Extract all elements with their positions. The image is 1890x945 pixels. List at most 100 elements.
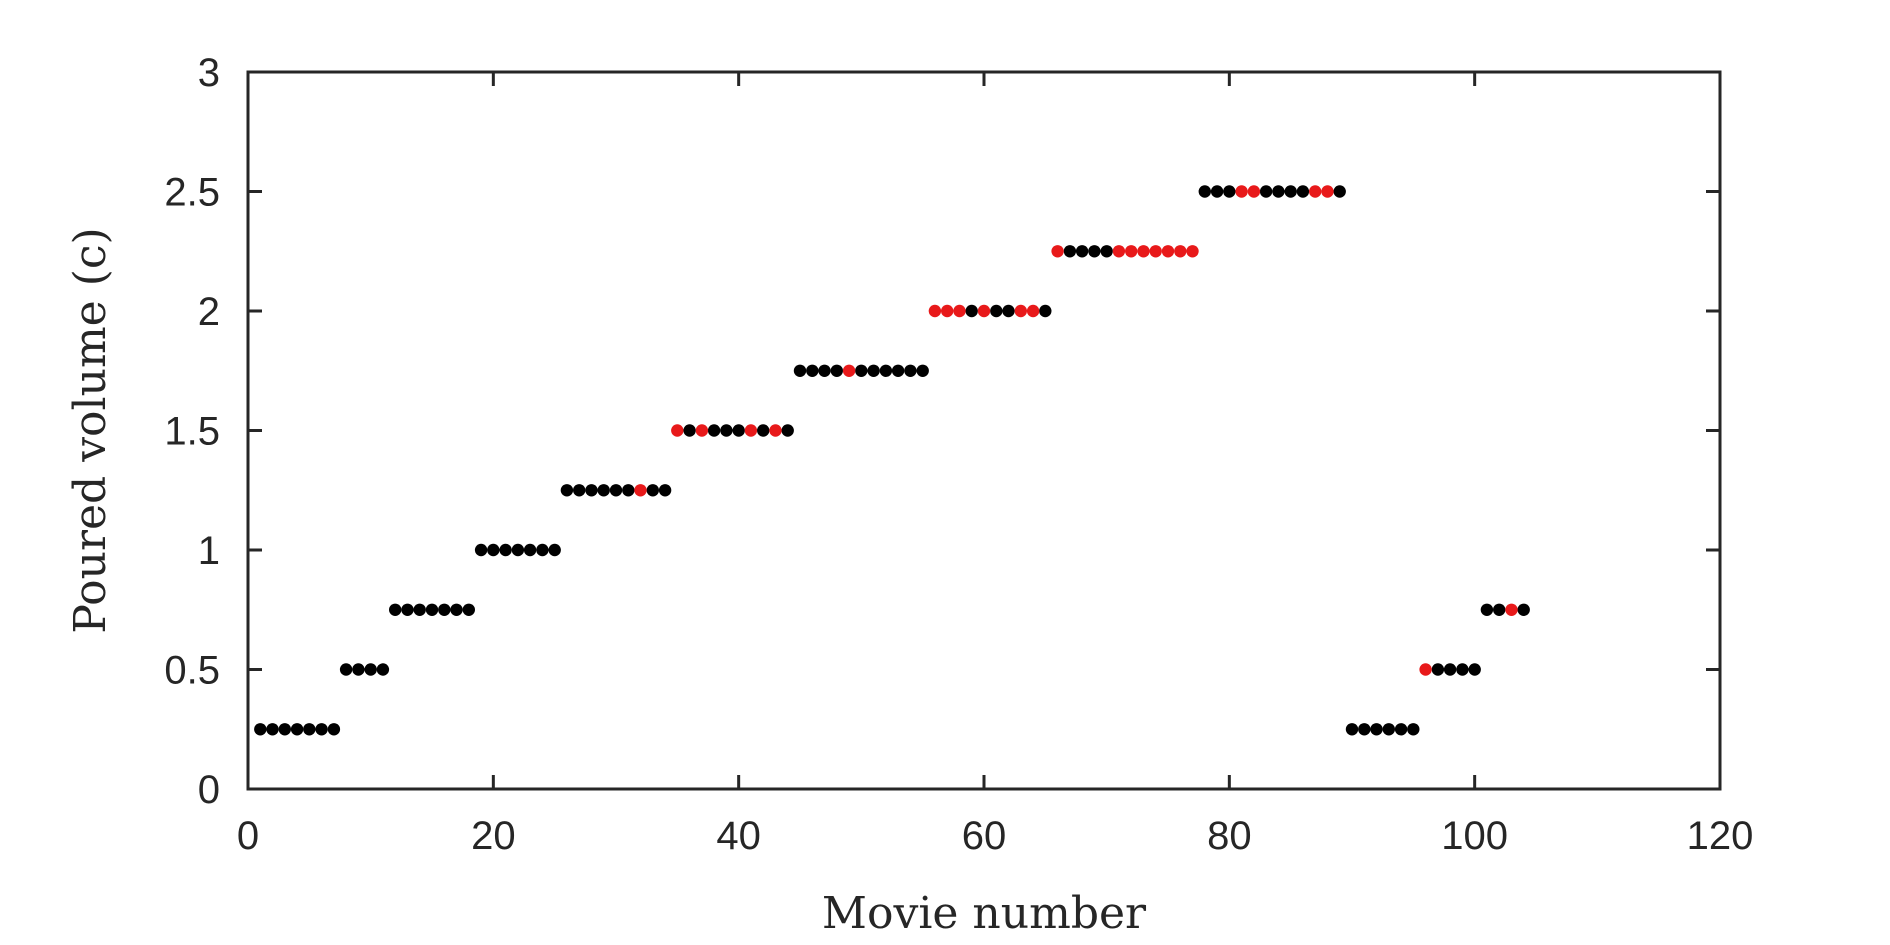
data-point — [536, 543, 549, 557]
data-point — [1112, 245, 1126, 258]
data-point — [707, 424, 721, 437]
data-point — [511, 543, 525, 557]
data-point — [352, 663, 365, 676]
data-point — [953, 304, 966, 318]
data-point — [806, 364, 819, 377]
data-point — [1100, 245, 1113, 258]
data-point — [855, 364, 868, 377]
data-point — [1174, 245, 1187, 258]
data-point — [1382, 723, 1396, 736]
data-point — [401, 603, 414, 616]
x-tick-label: 60 — [962, 814, 1007, 858]
data-point — [1321, 185, 1334, 198]
data-point — [818, 364, 831, 377]
plot-frame — [246, 70, 1722, 791]
data-point — [1345, 723, 1359, 736]
data-point — [327, 723, 341, 736]
data-point — [1063, 245, 1077, 258]
data-point — [977, 304, 991, 318]
data-point — [695, 424, 709, 437]
data-point — [781, 424, 794, 437]
data-point — [1075, 245, 1089, 258]
data-point — [891, 364, 905, 377]
y-tick-label: 0 — [198, 768, 220, 812]
data-point — [1235, 185, 1248, 198]
data-point — [904, 364, 917, 377]
y-axis-label: Poured volume (c) — [65, 227, 116, 633]
data-point — [413, 603, 426, 616]
data-point — [1480, 603, 1494, 616]
y-tick-label: 2 — [198, 290, 220, 334]
data-point — [879, 364, 893, 377]
x-tick-labels: 0 20 40 60 80 100 120 — [237, 814, 1754, 858]
data-point — [548, 543, 561, 557]
data-point — [683, 424, 696, 437]
data-point — [450, 603, 463, 616]
y-tick-label: 3 — [198, 51, 220, 95]
data-point — [1333, 185, 1346, 198]
data-point — [585, 484, 598, 497]
data-point — [990, 304, 1003, 318]
data-point — [1247, 185, 1261, 198]
data-point — [1493, 603, 1506, 616]
data-point — [965, 304, 978, 318]
y-tick-labels: 0 0.5 1 1.5 2 2.5 3 — [164, 51, 220, 812]
data-point — [1296, 185, 1310, 198]
data-point — [1419, 663, 1432, 676]
data-point — [1039, 304, 1052, 318]
data-point — [438, 603, 451, 616]
data-point — [646, 484, 659, 497]
data-point — [560, 484, 574, 497]
data-point — [389, 603, 402, 616]
data-point — [609, 484, 623, 497]
axis-ticks — [246, 70, 1722, 791]
data-point — [1161, 245, 1175, 258]
data-point — [1051, 245, 1064, 258]
data-point — [622, 484, 635, 497]
data-point — [1137, 245, 1150, 258]
data-point — [1284, 185, 1297, 198]
data-point — [1407, 723, 1420, 736]
data-point — [916, 364, 929, 377]
data-point — [1088, 245, 1101, 258]
data-point — [671, 424, 684, 437]
data-point — [732, 424, 745, 437]
data-point — [1358, 723, 1371, 736]
data-point — [744, 424, 758, 437]
data-point — [1149, 245, 1162, 258]
data-point — [1394, 723, 1408, 736]
x-tick-label: 100 — [1441, 814, 1508, 858]
data-point — [1210, 185, 1224, 198]
data-point — [1309, 185, 1322, 198]
data-point — [1272, 185, 1285, 198]
y-tick-label: 1 — [198, 529, 220, 573]
data-point — [842, 364, 856, 377]
data-point — [254, 723, 267, 736]
data-point — [1014, 304, 1027, 318]
data-point — [1370, 723, 1383, 736]
data-point — [376, 663, 390, 676]
data-point — [1456, 663, 1469, 676]
data-point — [1002, 304, 1015, 318]
data-point — [720, 424, 733, 437]
data-point — [1505, 603, 1518, 616]
data-point — [462, 603, 475, 616]
data-point — [499, 543, 512, 557]
data-point — [1223, 185, 1236, 198]
data-point — [941, 304, 954, 318]
data-point — [928, 304, 942, 318]
data-point — [303, 723, 316, 736]
data-point — [757, 424, 770, 437]
data-point — [1468, 663, 1481, 676]
data-point — [1198, 185, 1212, 198]
y-tick-label: 0.5 — [164, 649, 220, 693]
data-point — [573, 484, 586, 497]
x-axis-label: Movie number — [822, 888, 1147, 939]
x-tick-label: 20 — [471, 814, 516, 858]
data-point — [830, 364, 843, 377]
data-point — [769, 424, 782, 437]
data-point — [339, 663, 353, 676]
data-point — [1125, 245, 1138, 258]
data-point — [487, 543, 500, 557]
